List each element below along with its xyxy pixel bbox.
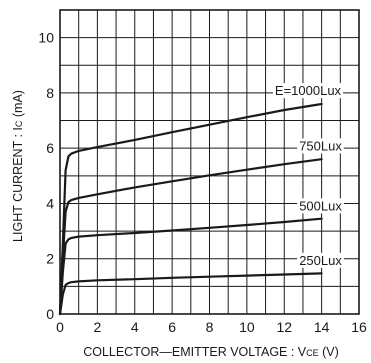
series-annotation: E=1000Lux	[275, 83, 342, 98]
series-annotation: 250Lux	[299, 253, 342, 268]
series-annotation: 500Lux	[299, 198, 342, 213]
x-tick-label: 12	[276, 319, 292, 335]
series-annotations: E=1000Lux 750Lux 500Lux 250Lux	[272, 83, 344, 268]
x-axis-title-unit: (V)	[319, 345, 339, 359]
x-tick-labels: 0 2 4 6 8 10 12 14 16	[56, 319, 367, 335]
x-tick-label: 6	[168, 319, 176, 335]
annotation-background	[297, 252, 344, 268]
y-tick-labels: 0 2 4 6 8 10	[38, 30, 54, 322]
y-axis-title: LIGHT CURRENT : IC (mA)	[11, 90, 25, 242]
x-tick-label: 0	[56, 319, 64, 335]
x-tick-label: 16	[351, 319, 367, 335]
annotation-background	[297, 138, 344, 154]
y-tick-label: 6	[46, 140, 54, 156]
annotation-background	[272, 83, 344, 99]
y-tick-label: 4	[46, 195, 54, 211]
y-tick-label: 8	[46, 85, 54, 101]
x-tick-label: 8	[206, 319, 214, 335]
grid-lines	[60, 10, 359, 314]
series-group	[58, 102, 323, 316]
y-tick-label: 2	[46, 251, 54, 267]
x-tick-label: 2	[93, 319, 101, 335]
plot-frame	[59, 9, 360, 315]
x-axis-title-main: COLLECTOR—EMITTER VOLTAGE : V	[83, 345, 307, 359]
x-axis-title-subscript: CE	[306, 348, 319, 358]
y-tick-label: 10	[38, 30, 54, 46]
series-line-1	[58, 158, 323, 316]
x-tick-label: 10	[239, 319, 255, 335]
y-axis-title-unit: (mA)	[11, 90, 25, 121]
series-annotation: 750Lux	[299, 138, 342, 153]
x-tick-label: 4	[131, 319, 139, 335]
y-axis-title-subscript: C	[14, 120, 24, 127]
y-tick-label: 0	[46, 306, 54, 322]
x-axis-title: COLLECTOR—EMITTER VOLTAGE : VCE (V)	[83, 345, 339, 359]
annotation-background	[297, 198, 344, 214]
series-line-2	[58, 217, 323, 316]
x-tick-label: 14	[314, 319, 330, 335]
series-line-0	[58, 102, 323, 316]
y-axis-title-main: LIGHT CURRENT : I	[11, 127, 25, 242]
series-line-3	[58, 272, 323, 316]
